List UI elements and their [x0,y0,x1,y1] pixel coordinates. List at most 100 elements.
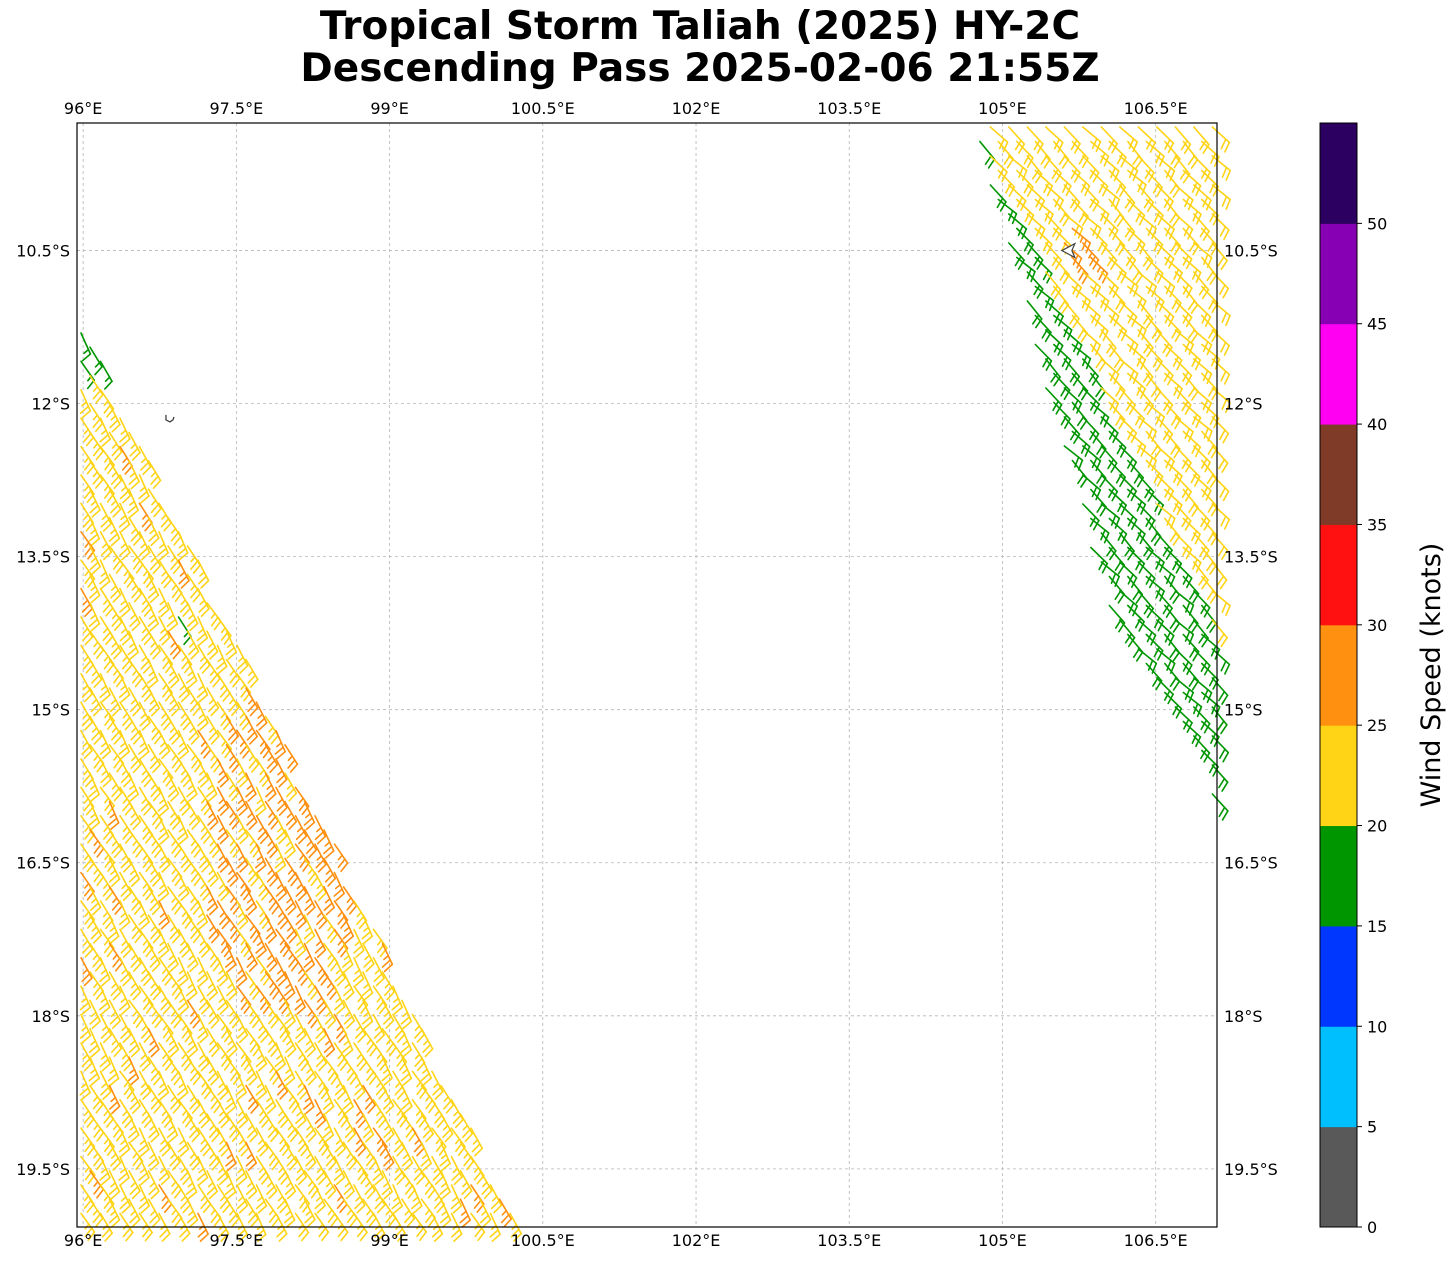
wind-barb [1034,285,1055,312]
wind-barb [245,999,261,1029]
wind-barb [264,1141,280,1171]
wind-barb [342,999,356,1029]
wind-barb [1211,387,1231,414]
wind-barb [1145,198,1164,226]
wind-barb [1145,459,1164,487]
wind-barb [177,871,190,902]
wind-barb [1045,358,1061,387]
wind-barb [333,1184,348,1214]
wind-barb [294,985,306,1015]
wind-barb [1082,445,1102,472]
wind-barb [1045,271,1062,300]
wind-barb [147,772,162,802]
wind-barb [128,658,143,688]
wind-barb [147,914,162,944]
wind-barb [118,900,131,930]
wind-barb [1100,155,1120,182]
wind-barb [294,814,308,845]
wind-barb [1193,561,1209,590]
wind-barb [99,1155,111,1186]
wind-barb [128,1198,141,1228]
wind-barb [147,1056,162,1086]
wind-barb [314,928,327,958]
wind-barb [275,1184,289,1214]
wind-barb [1100,184,1121,210]
wind-barb [128,1113,140,1143]
wind-barb [197,1013,209,1044]
colorbar-tick-label: 30 [1367,616,1387,635]
wind-barb [119,417,131,447]
wind-barb [147,545,162,575]
wind-barb [489,1184,503,1214]
wind-barb [177,587,192,617]
lon-tick-label-top: 105°E [978,99,1027,118]
wind-barb [206,658,221,688]
wind-barb [1211,358,1231,385]
wind-barb [1137,184,1155,213]
wind-barb [333,1013,348,1043]
wind-barb [99,360,113,390]
wind-barb [99,843,116,872]
wind-barb [1100,329,1117,358]
wind-barb [177,701,192,731]
wind-barb [314,1013,327,1044]
wind-barb [323,1028,336,1058]
wind-barb [255,1184,268,1214]
wind-barb [128,885,143,915]
wind-barb [167,1170,183,1199]
wind-barb [1211,677,1229,705]
wind-barb [225,1141,237,1172]
wind-barb [196,616,209,646]
lon-tick-label-top: 100.5°E [511,99,575,118]
wind-barb [303,1084,315,1115]
wind-barb [1026,213,1046,240]
colorbar-segment [1320,424,1357,525]
colorbar-tick-label: 50 [1367,214,1387,233]
wind-barb [80,360,96,390]
wind-barb [314,1070,330,1100]
wind-barb [206,1141,221,1171]
wind-barb [294,1070,309,1100]
wind-barb [1211,590,1231,617]
wind-barb [197,1184,212,1214]
wind-barb [1211,416,1230,444]
lon-tick-label-bottom: 100.5°E [511,1231,575,1250]
wind-barb [89,829,105,858]
wind-barb [381,1141,395,1171]
wind-barb [99,559,111,589]
wind-barb [147,715,163,745]
wind-barb [80,332,92,362]
wind-barb [236,729,251,759]
wind-barb [128,914,143,944]
wind-barb [1034,227,1053,255]
wind-barb [138,1070,152,1100]
wind-barb [333,843,349,873]
wind-barb [1193,358,1213,385]
wind-barb [119,474,132,504]
wind-barb [157,786,170,817]
wind-barb [186,1056,202,1086]
land-features [165,242,1077,423]
wind-barb [158,1127,171,1157]
wind-barb [225,1198,240,1228]
wind-barb [264,1198,280,1227]
wind-barb [177,758,192,788]
wind-barb [128,715,142,745]
wind-barb [1174,532,1193,560]
wind-barb [1193,213,1210,241]
wind-barb [353,1013,367,1043]
wind-barb [450,1155,463,1186]
wind-barb [1145,372,1162,401]
wind-barb [1182,169,1202,197]
wind-barb [400,1028,413,1058]
wind-barb [138,1155,150,1186]
wind-barb [158,985,172,1015]
wind-barb [197,871,211,901]
wind-barb [381,1084,395,1115]
wind-barb [225,829,241,858]
wind-barb [372,985,388,1015]
wind-barb [353,900,368,930]
wind-barb [333,1070,347,1100]
wind-barb [108,459,123,490]
wind-barb [362,1170,376,1200]
